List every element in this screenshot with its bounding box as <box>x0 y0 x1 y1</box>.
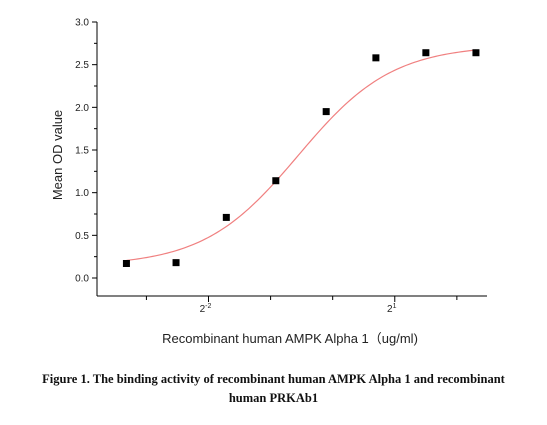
caption-line-2: human PRKAb1 <box>228 391 319 405</box>
figure-caption: Figure 1. The binding activity of recomb… <box>0 370 547 408</box>
data-point <box>372 54 380 62</box>
y-axis-title: Mean OD value <box>50 110 65 200</box>
data-point <box>222 213 230 221</box>
y-tick-label: 2.5 <box>75 60 89 71</box>
chart: 0.0 0.5 1.0 1.5 2.0 2.5 3.0 2-2 21 Mean OD valu… <box>50 18 487 346</box>
x-axis-title: Recombinant human AMPK Alpha 1（ug/ml) <box>162 331 418 346</box>
y-tick-label: 3.0 <box>75 18 89 29</box>
data-point <box>422 49 430 57</box>
x-ticks: 2-2 21 <box>145 296 458 315</box>
fit-curve <box>126 49 477 262</box>
y-tick-label: 2.0 <box>75 103 89 114</box>
data-point <box>472 49 480 57</box>
data-point <box>172 259 180 267</box>
data-point <box>122 259 130 267</box>
x-tick-label: 2-2 <box>200 303 212 315</box>
data-points <box>122 49 480 267</box>
y-tick-label: 1.0 <box>75 188 89 199</box>
y-tick-label: 0.5 <box>75 231 89 242</box>
data-point <box>272 177 280 185</box>
y-tick-label: 0.0 <box>75 274 89 285</box>
caption-line-1: Figure 1. The binding activity of recomb… <box>42 372 505 386</box>
y-tick-label: 1.5 <box>75 146 89 157</box>
y-ticks: 0.0 0.5 1.0 1.5 2.0 2.5 3.0 <box>75 18 97 285</box>
axes <box>96 22 487 297</box>
data-point <box>322 108 330 116</box>
x-tick-label: 21 <box>387 303 397 315</box>
